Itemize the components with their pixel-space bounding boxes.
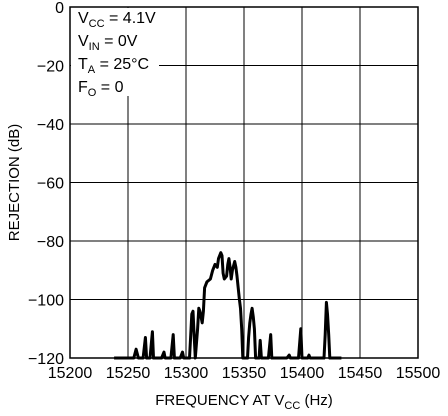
x-tick-label: 15250	[106, 365, 151, 382]
condition-label: TA = 25°C	[78, 56, 149, 76]
conditions-box: VCC = 4.1V VIN = 0V TA = 25°C FO = 0	[71, 8, 159, 99]
y-tick-labels: 0 −20 −40 −60 −80 −100 −120	[28, 0, 64, 368]
x-tick-label: 15500	[396, 365, 441, 382]
condition-label: VIN = 0V	[78, 33, 138, 53]
y-tick-label: −100	[28, 293, 64, 310]
x-tick-label: 15350	[222, 365, 267, 382]
x-tick-labels: 15200 15250 15300 15350 15400 15450 15500	[48, 365, 441, 382]
y-tick-label: −80	[37, 234, 64, 251]
y-axis-title: REJECTION (dB)	[6, 124, 23, 242]
x-axis-title: FREQUENCY AT VCC (Hz)	[155, 392, 333, 412]
y-tick-label: −40	[37, 117, 64, 134]
y-tick-label: −60	[37, 176, 64, 193]
condition-label: VCC = 4.1V	[78, 10, 156, 30]
x-tick-label: 15300	[164, 365, 209, 382]
series-line	[114, 251, 342, 360]
condition-label: FO = 0	[78, 79, 124, 99]
y-tick-label: −120	[28, 351, 64, 368]
conditions-background	[71, 8, 159, 96]
x-tick-label: 15200	[48, 365, 93, 382]
plot-frame	[69, 6, 419, 359]
x-tick-label: 15450	[338, 365, 383, 382]
y-tick-label: −20	[37, 59, 64, 76]
x-tick-label: 15400	[280, 365, 325, 382]
series-group	[114, 251, 342, 360]
y-tick-label: 0	[55, 0, 64, 17]
